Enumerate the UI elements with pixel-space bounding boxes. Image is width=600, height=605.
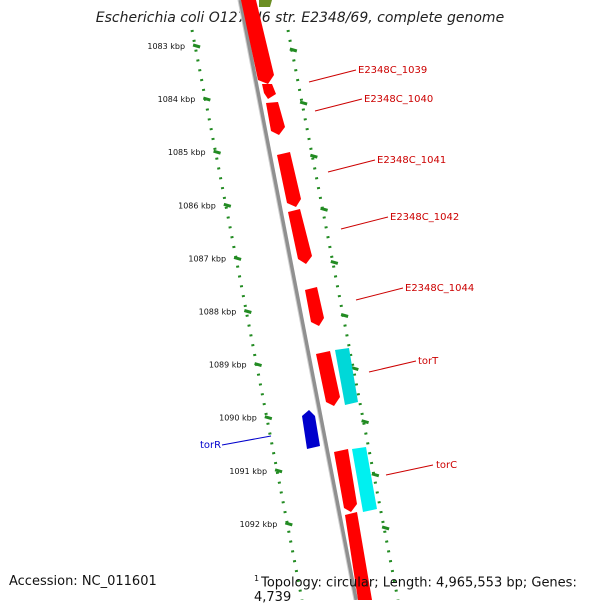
kbp-tick-label: 1090 kbp [219, 414, 257, 423]
accession-label: Accession: NC_011601 [9, 574, 157, 589]
gene-e2348c-1042-b[interactable] [288, 209, 312, 264]
kbp-tick-mark [213, 149, 221, 155]
footnote-marker: 1 [254, 574, 260, 583]
kbp-tick-mark [233, 255, 242, 261]
kbp-tick-mark-right [340, 313, 349, 318]
kbp-tick-mark-right [361, 419, 370, 425]
kbp-tick-mark-right [289, 47, 298, 53]
gene-e2348c-1042[interactable] [277, 152, 301, 207]
kbp-tick-label: 1089 kbp [209, 361, 247, 370]
kbp-tick-mark-right [309, 153, 318, 159]
kbp-tick-mark [284, 521, 293, 527]
gene-tort[interactable] [316, 351, 340, 406]
label-e2348c-1039[interactable]: E2348C_1039 [358, 65, 427, 76]
label-e2348c-1044[interactable]: E2348C_1044 [405, 283, 474, 294]
kbp-tick-label: 1092 kbp [240, 520, 278, 529]
left-dotted-track [190, 29, 304, 600]
kbp-tick-mark-right [320, 206, 329, 212]
gene-e2348c-1040[interactable] [262, 84, 276, 99]
label-e2348c-1042[interactable]: E2348C_1042 [390, 212, 459, 223]
label-torc[interactable]: torC [436, 460, 457, 471]
kbp-tick-mark-right [330, 259, 339, 265]
cds-torc[interactable] [352, 447, 377, 512]
label-tort[interactable]: torT [418, 356, 439, 367]
gene-torr[interactable] [302, 410, 320, 449]
kbp-tick-mark-right [381, 525, 390, 531]
gene-torc-red[interactable] [334, 449, 357, 512]
topology-info: 1 Topology: circular; Length: 4,965,553 b… [254, 574, 600, 605]
gene-bottom-red[interactable] [345, 512, 372, 600]
topology-text: Topology: circular; Length: 4,965,553 bp… [254, 575, 577, 605]
kbp-tick-label: 1084 kbp [158, 95, 196, 104]
map-title: Escherichia coli O127:H6 str. E2348/69, … [95, 10, 505, 26]
olive-gene-block[interactable] [259, 0, 272, 7]
kbp-tick-mark-right [299, 100, 308, 106]
kbp-tick-mark [243, 309, 252, 314]
gene-e2348c-1044[interactable] [305, 287, 324, 326]
gene-e2348c-1041[interactable] [266, 102, 285, 135]
kbp-tick-mark [192, 43, 201, 49]
label-torr[interactable]: torR [200, 440, 221, 451]
kbp-tick-label: 1086 kbp [178, 201, 216, 210]
kbp-tick-mark [274, 468, 283, 474]
kbp-tick-mark-right [350, 366, 359, 372]
kbp-tick-label: 1091 kbp [229, 467, 267, 476]
kbp-tick-mark [264, 415, 273, 421]
genome-backbone [238, 0, 358, 600]
label-e2348c-1040[interactable]: E2348C_1040 [364, 94, 433, 105]
gene-e2348c-1039[interactable] [241, 0, 274, 84]
kbp-tick-mark [223, 202, 232, 208]
kbp-tick-mark [202, 96, 211, 102]
cds-tort[interactable] [335, 348, 358, 405]
label-e2348c-1041[interactable]: E2348C_1041 [377, 155, 446, 166]
kbp-tick-mark [254, 362, 262, 368]
kbp-tick-mark-right [371, 472, 380, 478]
kbp-tick-label: 1088 kbp [199, 308, 237, 317]
kbp-tick-label: 1087 kbp [188, 254, 226, 263]
kbp-tick-label: 1085 kbp [168, 148, 206, 157]
kbp-tick-label: 1083 kbp [147, 42, 185, 51]
